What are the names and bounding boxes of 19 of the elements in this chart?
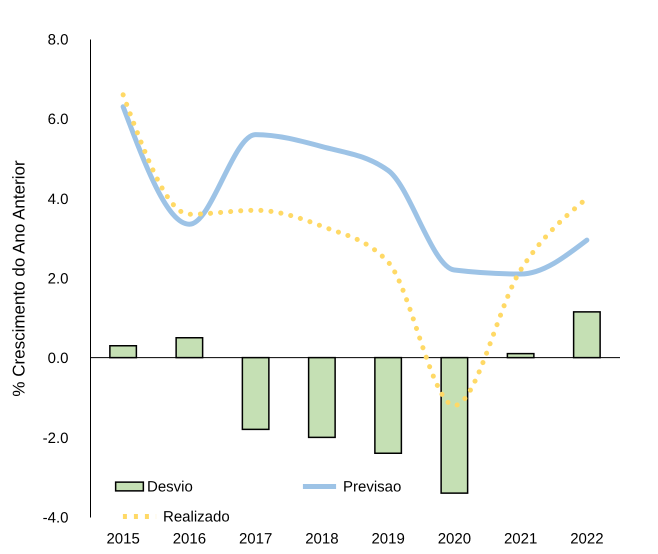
y-axis-title: % Crescimento do Ano Anterior [10,160,29,397]
y-tick-label: -4.0 [42,510,68,526]
legend-label: Desvio [147,478,193,496]
legend-label: Previsao [343,478,402,496]
y-tick-label: 0.0 [48,350,68,368]
x-tick-label: 2020 [438,530,472,548]
x-tick-label: 2018 [305,530,339,548]
y-tick-label: 6.0 [48,111,68,128]
x-tick-label: 2017 [238,530,272,548]
x-tick-label: 2021 [504,530,538,548]
y-tick-label: -2.0 [42,430,68,447]
y-tick-label: 8.0 [48,32,68,48]
y-tick-label: 2.0 [48,270,68,288]
y-tick-label: 4.0 [48,190,68,208]
x-tick-label: 2019 [371,530,405,548]
x-tick-label: 2022 [570,530,604,548]
legend-label: Realizado [163,508,230,526]
x-tick-label: 2016 [172,530,206,548]
x-tick-label: 2015 [106,530,140,548]
